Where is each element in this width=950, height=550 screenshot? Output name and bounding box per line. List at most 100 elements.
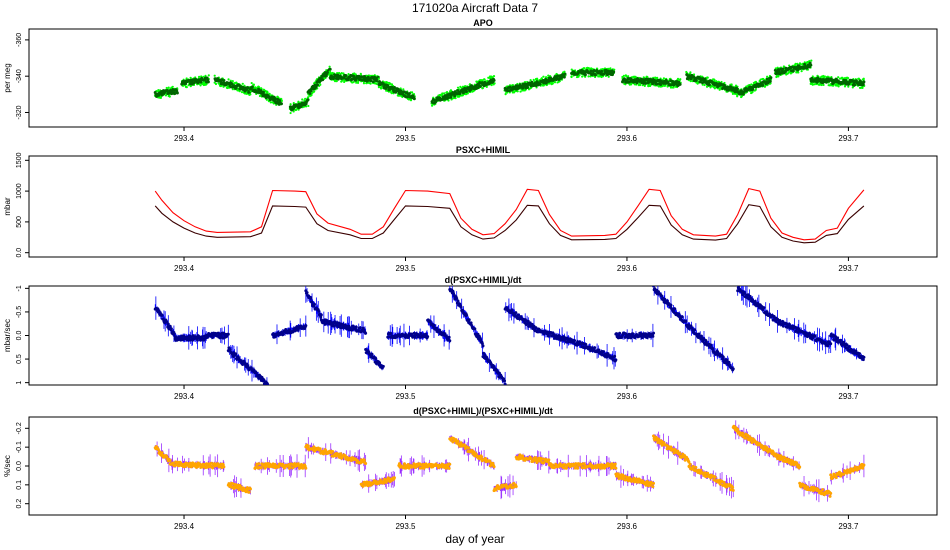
series-1-point (273, 97, 277, 101)
series-0-point (365, 82, 368, 85)
series-0-point (227, 78, 230, 81)
series-0-point (295, 108, 298, 111)
series-0-point (312, 90, 316, 93)
series-0-point (613, 68, 616, 71)
series-1-point (791, 69, 795, 73)
panel-pressure: PSXC+HIMIL mbar 293.4 293.5 293.6 293.7 0.0 500… (3, 145, 938, 273)
series-1-point (364, 348, 368, 352)
series-1-point (254, 371, 258, 375)
series-0-point (847, 85, 850, 88)
series-1-point (304, 102, 308, 106)
plot-area (153, 59, 866, 115)
series-1-point (652, 331, 656, 335)
data-segment (503, 70, 567, 96)
data-segment (213, 74, 252, 96)
series-0-point (359, 72, 362, 75)
series-0-point (547, 74, 550, 77)
series-0-point (409, 99, 413, 102)
series-0-point (456, 86, 460, 89)
series-1-point (469, 87, 473, 91)
data-segment (773, 59, 813, 79)
series-0-point (504, 93, 507, 96)
series-1-point (210, 335, 214, 339)
series-1-point (673, 307, 677, 311)
x-tick-label: 293.5 (395, 134, 416, 143)
data-segment (536, 324, 585, 355)
series-0-point (377, 86, 381, 89)
series-1-point (313, 302, 317, 306)
series-0-point (813, 83, 816, 86)
series-1-point (465, 313, 469, 317)
series-1-point (266, 384, 270, 385)
data-segment (481, 351, 507, 385)
series-0-point (352, 80, 355, 84)
series-0-point (624, 83, 627, 86)
series-0-point (303, 99, 306, 102)
series-0-point (245, 92, 248, 96)
series-0-point (441, 92, 444, 95)
panel-apo: APO per meg 293.4 293.5 293.6 293.7 -320 -340 -3… (3, 18, 938, 143)
series-0-point (713, 78, 716, 82)
series-line-1 (154, 204, 865, 244)
data-segment (685, 70, 740, 96)
series-1-point (160, 313, 164, 317)
series-1-point (480, 342, 484, 346)
series-1-point (680, 315, 684, 319)
series-0-point (411, 91, 414, 94)
series-1-point (321, 78, 325, 82)
series-1-point (492, 78, 496, 82)
series-0-point (165, 86, 168, 90)
series-0-point (492, 75, 496, 78)
series-1-point (694, 78, 698, 82)
y-tick-label: -0.5 (16, 306, 23, 318)
series-1-point (234, 352, 238, 356)
series-1-point (663, 297, 667, 301)
series-1-point (219, 334, 223, 338)
series-1-point (693, 328, 697, 332)
series-0-point (185, 86, 188, 89)
series-0-point (730, 83, 733, 86)
data-segment (430, 75, 496, 107)
series-0-point (240, 91, 244, 94)
series-1-point (469, 321, 473, 325)
series-0-point (529, 79, 532, 82)
x-tick-label: 293.5 (395, 392, 416, 401)
series-1-point (250, 85, 254, 89)
series-0-point (759, 78, 762, 81)
series-1-point (478, 338, 482, 342)
x-tick-label: 293.7 (838, 134, 859, 143)
series-0-point (862, 78, 865, 81)
series-1-point (319, 313, 323, 317)
series-1-point (699, 334, 703, 338)
series-0-point (377, 77, 380, 80)
series-1-point (261, 90, 265, 94)
series-1-point (306, 98, 310, 102)
series-1-point (526, 86, 530, 90)
series-1-point (288, 328, 292, 332)
data-segment (448, 286, 485, 356)
series-0-point (754, 80, 758, 83)
series-1-point (516, 313, 520, 317)
series-0-point (663, 84, 666, 88)
series-0-point (581, 75, 584, 78)
series-1-point (293, 329, 297, 333)
series-1-point (371, 80, 375, 84)
plot-frame (28, 285, 938, 386)
series-1-point (686, 323, 690, 327)
series-0-point (231, 80, 234, 83)
series-1-point (601, 350, 605, 354)
series-0-point (355, 81, 358, 84)
data-segment (173, 326, 208, 350)
series-1-point (157, 309, 161, 313)
series-1-point (206, 80, 210, 84)
series-0-point (335, 80, 338, 83)
series-0-point (375, 82, 378, 85)
series-1-point (309, 89, 313, 93)
series-0-point (710, 84, 714, 88)
series-1-point (447, 335, 451, 339)
data-segment (153, 85, 179, 99)
series-1-point (369, 79, 373, 83)
series-0-point (846, 76, 850, 80)
y-tick-label: 1000 (16, 183, 23, 199)
series-0-point (430, 104, 434, 107)
